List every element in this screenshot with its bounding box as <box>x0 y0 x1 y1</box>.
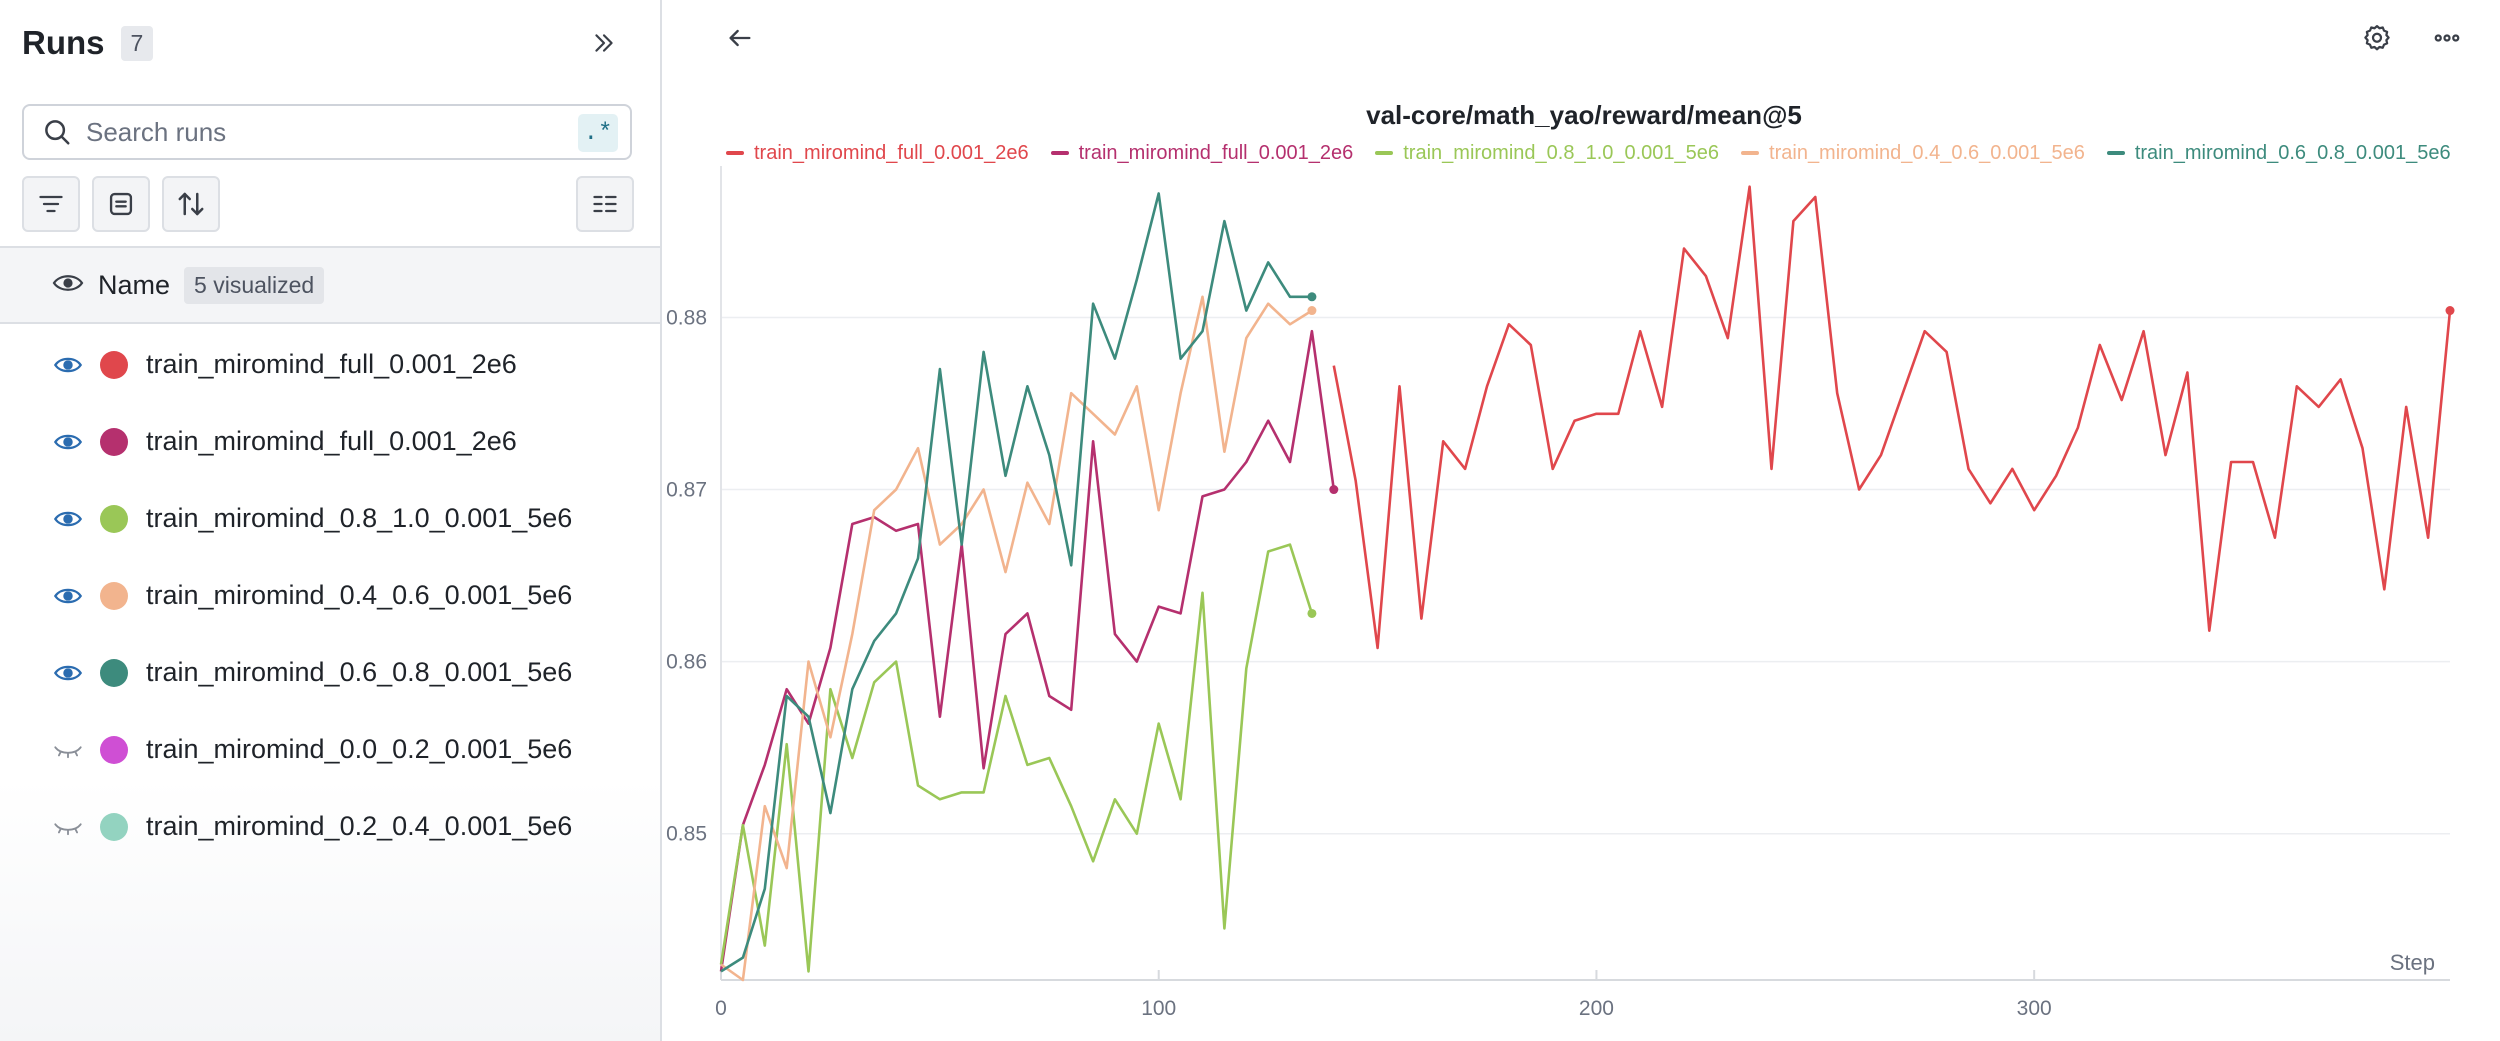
series-end-point[interactable] <box>1329 485 1339 495</box>
legend-swatch <box>2106 151 2125 155</box>
x-tick-label: 0 <box>715 997 727 1020</box>
legend-label: train_miromind_full_0.001_2e6 <box>754 141 1029 164</box>
arrow-left-icon <box>729 29 751 47</box>
back-button[interactable] <box>716 16 764 60</box>
visualized-count-badge: 5 visualized <box>184 266 325 304</box>
run-name[interactable]: train_miromind_0.6_0.8_0.001_5e6 <box>146 657 573 687</box>
group-icon <box>109 192 133 216</box>
legend-swatch <box>726 151 744 155</box>
sidebar-title: Runs <box>22 24 105 61</box>
columns-icon <box>593 195 617 213</box>
legend-item[interactable]: train_miromind_full_0.001_2e6 <box>726 142 1029 165</box>
gear-icon <box>2364 25 2390 51</box>
run-row[interactable]: train_miromind_full_0.001_2e6 <box>0 403 660 480</box>
legend-swatch <box>1050 151 1069 155</box>
columns-button[interactable] <box>576 176 634 232</box>
legend-item[interactable]: train_miromind_0.4_0.6_0.001_5e6 <box>1741 142 2085 165</box>
chart-panel: val-core/math_yao/reward/mean@5 train_mi… <box>664 0 2500 1041</box>
runs-sidebar: Runs 7 .* Name <box>0 0 662 1041</box>
series-line[interactable] <box>720 192 1312 973</box>
search-icon <box>40 115 74 149</box>
run-name[interactable]: train_miromind_0.0_0.2_0.001_5e6 <box>146 734 573 764</box>
run-row[interactable]: train_miromind_0.4_0.6_0.001_5e6 <box>0 557 660 634</box>
collapse-sidebar-button[interactable] <box>580 20 628 66</box>
search-runs-box: .* <box>22 104 632 160</box>
run-name[interactable]: train_miromind_0.2_0.4_0.001_5e6 <box>146 811 573 841</box>
sort-button[interactable] <box>162 176 220 232</box>
run-color-dot[interactable] <box>100 812 128 841</box>
chart-series[interactable] <box>719 185 2455 982</box>
series-line[interactable] <box>719 543 1314 973</box>
eye-icon[interactable] <box>52 586 84 606</box>
run-color-dot[interactable] <box>100 658 128 687</box>
run-row[interactable]: train_miromind_0.8_1.0_0.001_5e6 <box>0 480 660 557</box>
legend-swatch <box>1375 151 1394 155</box>
run-color-dot[interactable] <box>100 504 128 533</box>
sort-arrows-icon <box>178 192 204 216</box>
eye-icon[interactable] <box>52 509 84 529</box>
chart-legend: train_miromind_full_0.001_2e6 train_miro… <box>726 138 2473 168</box>
y-tick-label: 0.86 <box>666 651 707 674</box>
run-name[interactable]: train_miromind_0.4_0.6_0.001_5e6 <box>146 580 573 610</box>
eye-icon[interactable] <box>52 272 84 299</box>
run-color-dot[interactable] <box>100 427 128 456</box>
run-color-dot[interactable] <box>100 735 128 764</box>
x-tick-label: 200 <box>1579 997 1614 1020</box>
run-color-dot[interactable] <box>100 350 128 379</box>
legend-label: train_miromind_full_0.001_2e6 <box>1078 141 1354 164</box>
series-end-point[interactable] <box>1307 608 1317 618</box>
eye-closed-icon[interactable] <box>52 740 84 760</box>
y-tick-label: 0.85 <box>666 823 707 846</box>
eye-icon[interactable] <box>52 432 84 452</box>
run-name[interactable]: train_miromind_0.8_1.0_0.001_5e6 <box>146 503 573 533</box>
more-horizontal-icon <box>2434 34 2460 42</box>
series-end-point[interactable] <box>1307 292 1317 302</box>
run-row[interactable]: train_miromind_full_0.001_2e6 <box>0 326 660 403</box>
run-row[interactable]: train_miromind_0.0_0.2_0.001_5e6 <box>0 711 660 788</box>
more-options-button[interactable] <box>2424 16 2470 60</box>
run-row[interactable]: train_miromind_0.2_0.4_0.001_5e6 <box>0 788 660 865</box>
y-tick-label: 0.87 <box>666 479 707 502</box>
run-name[interactable]: train_miromind_full_0.001_2e6 <box>146 426 517 456</box>
series-line[interactable] <box>719 329 1336 972</box>
legend-item[interactable]: train_miromind_full_0.001_2e6 <box>1050 141 1354 165</box>
x-tick-label: 300 <box>2017 997 2052 1020</box>
settings-button[interactable] <box>2354 16 2400 60</box>
regex-toggle-button[interactable]: .* <box>578 114 618 152</box>
legend-item[interactable]: train_miromind_0.8_1.0_0.001_5e6 <box>1375 142 1719 165</box>
series-line[interactable] <box>720 295 1313 982</box>
eye-icon[interactable] <box>52 663 84 683</box>
axes: 0.85 0.86 0.87 0.88 0 100 200 300 <box>666 166 2450 1020</box>
series-end-point[interactable] <box>1307 306 1317 316</box>
legend-label: train_miromind_0.6_0.8_0.001_5e6 <box>2134 141 2451 164</box>
chart-title: val-core/math_yao/reward/mean@5 <box>1366 100 1802 130</box>
legend-item[interactable]: train_miromind_0.6_0.8_0.001_5e6 <box>2106 141 2451 165</box>
search-runs-input[interactable] <box>86 116 556 148</box>
x-axis-label: Step <box>2390 950 2435 975</box>
legend-label: train_miromind_0.8_1.0_0.001_5e6 <box>1403 141 1720 164</box>
run-row[interactable]: train_miromind_0.6_0.8_0.001_5e6 <box>0 634 660 711</box>
run-name[interactable]: train_miromind_full_0.001_2e6 <box>146 349 517 379</box>
filter-button[interactable] <box>22 176 80 232</box>
double-chevron-right-icon <box>595 34 613 52</box>
eye-icon[interactable] <box>52 355 84 375</box>
legend-swatch <box>1741 151 1760 155</box>
eye-closed-icon[interactable] <box>52 817 84 837</box>
legend-label: train_miromind_0.4_0.6_0.001_5e6 <box>1769 141 2085 164</box>
group-button[interactable] <box>92 176 150 232</box>
name-column-header[interactable]: Name <box>98 269 171 300</box>
line-chart[interactable]: 0.85 0.86 0.87 0.88 0 100 200 300 Step <box>664 0 2500 1041</box>
series-line[interactable] <box>1332 185 2452 650</box>
y-tick-label: 0.88 <box>666 306 707 329</box>
runs-table-header: Name 5 visualized <box>0 246 660 324</box>
grid-lines <box>721 316 2450 835</box>
run-color-dot[interactable] <box>100 581 128 610</box>
runs-count-badge: 7 <box>120 25 154 61</box>
x-tick-label: 100 <box>1141 997 1176 1020</box>
series-end-point[interactable] <box>2445 306 2455 316</box>
filter-icon <box>39 195 63 213</box>
sidebar-header: Runs 7 <box>22 20 154 66</box>
